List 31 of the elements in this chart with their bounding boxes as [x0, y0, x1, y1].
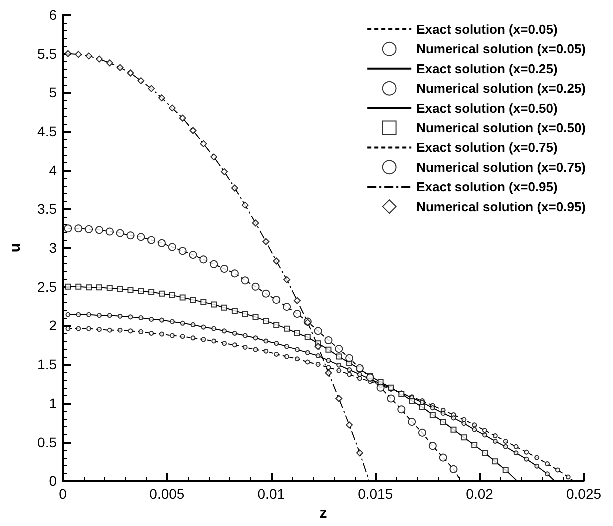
x-tick-label: 0.015	[358, 486, 394, 502]
y-tick-label: 1	[49, 395, 58, 412]
x-tick-label: 0.01	[258, 486, 286, 502]
legend-label: Exact solution (x=0.50)	[416, 100, 558, 116]
y-tick-label: 1.5	[38, 356, 58, 373]
y-tick-label: 3.5	[38, 201, 58, 218]
legend-label: Numerical solution (x=0.75)	[416, 160, 586, 175]
y-tick-label: 4	[49, 162, 58, 178]
legend-label: Numerical solution (x=0.05)	[416, 42, 586, 57]
y-tick-label: 2	[49, 318, 58, 334]
x-tick-label: 0.005	[150, 486, 185, 502]
y-tick-label: 4.5	[38, 124, 58, 140]
y-tick-label: 6	[49, 7, 58, 23]
legend-label: Exact solution (x=0.95)	[416, 180, 558, 195]
y-tick-label: 3	[49, 240, 58, 256]
x-tick-label: 0	[59, 486, 68, 502]
legend-label: Numerical solution (x=0.25)	[416, 81, 586, 96]
legend-label: Exact solution (x=0.05)	[416, 22, 558, 37]
y-tick-label: 5	[49, 84, 58, 101]
y-tick-label: 0	[49, 473, 58, 490]
legend-label: Exact solution (x=0.25)	[416, 61, 558, 76]
x-tick-label: 0.025	[566, 486, 602, 502]
legend-label: Numerical solution (x=0.95)	[416, 199, 586, 214]
y-tick-label: 5.5	[38, 46, 58, 62]
legend-label: Exact solution (x=0.75)	[416, 140, 558, 156]
x-axis-title: z	[320, 505, 328, 522]
x-tick-label: 0.02	[466, 486, 494, 502]
y-tick-label: 2.5	[38, 278, 58, 295]
legend-label: Numerical solution (x=0.50)	[416, 120, 586, 136]
y-tick-label: 0.5	[38, 434, 58, 450]
y-axis-title: u	[7, 243, 24, 253]
